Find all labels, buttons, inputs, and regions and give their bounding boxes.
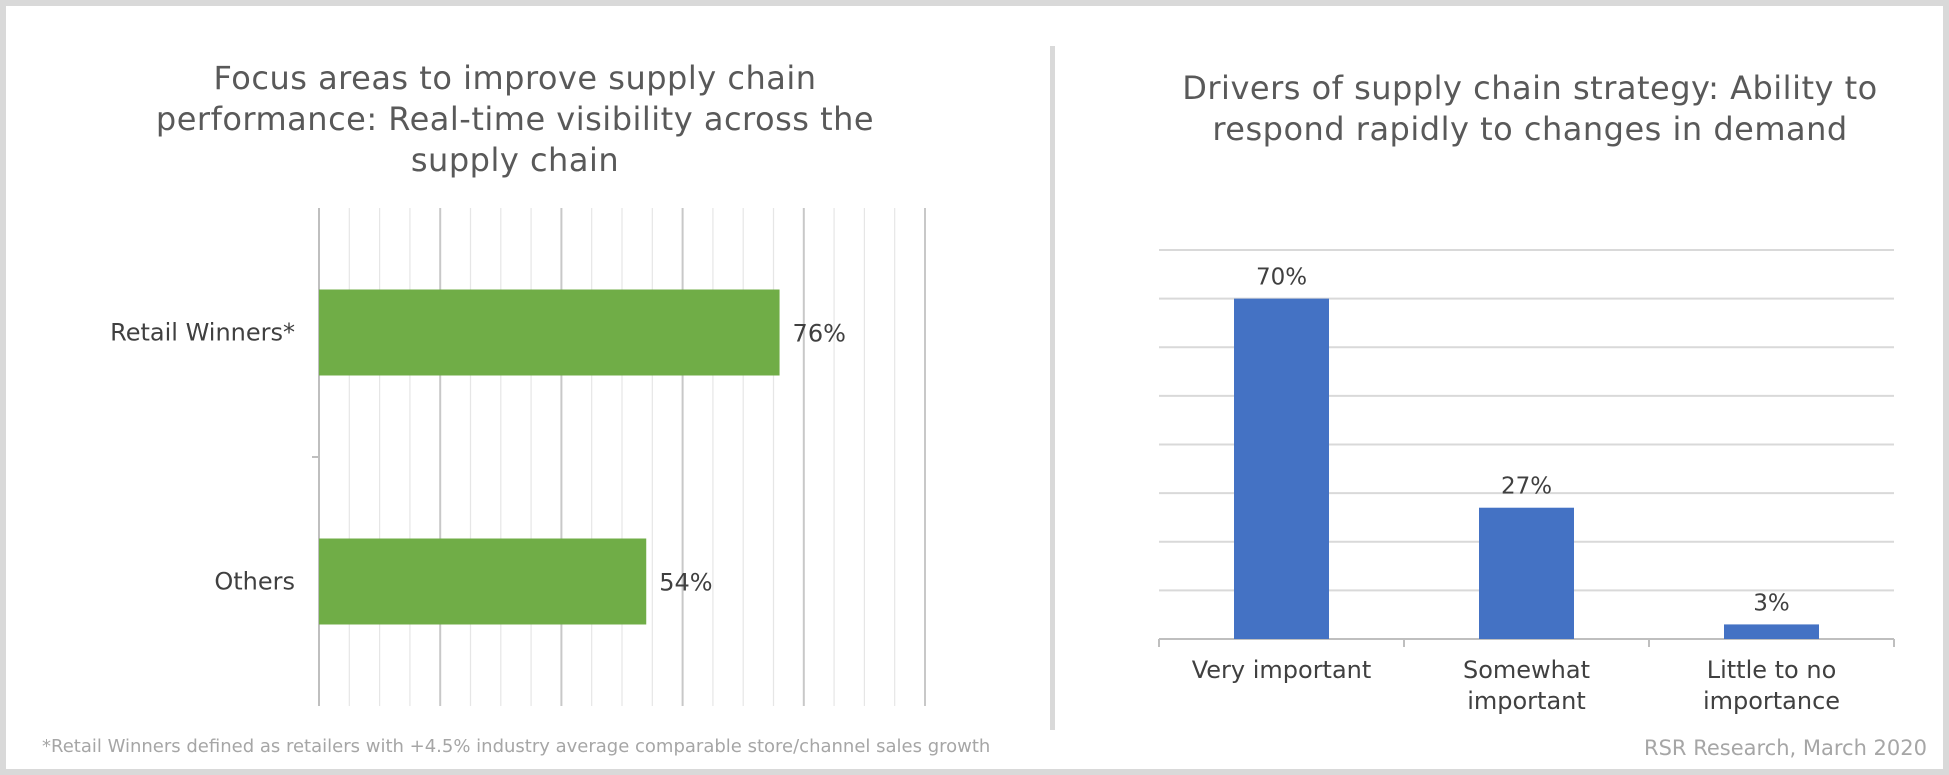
right-value-label: 27% bbox=[1501, 474, 1552, 500]
source-credit: RSR Research, March 2020 bbox=[1644, 736, 1927, 760]
left-value-label: 54% bbox=[659, 569, 712, 597]
right-category-label: Very important bbox=[1192, 656, 1372, 684]
right-category-label: important bbox=[1467, 687, 1586, 715]
right-bar bbox=[1724, 624, 1819, 639]
left-category-label: Others bbox=[214, 568, 295, 596]
left-bar bbox=[319, 539, 646, 625]
right-bar bbox=[1234, 299, 1329, 639]
right-category-label: importance bbox=[1703, 687, 1840, 715]
left-category-label: Retail Winners* bbox=[110, 319, 295, 347]
right-value-label: 3% bbox=[1753, 590, 1790, 616]
right-category-label: Somewhat bbox=[1463, 656, 1590, 684]
right-category-label: Little to no bbox=[1707, 656, 1837, 684]
left-value-label: 76% bbox=[793, 320, 846, 348]
right-bar bbox=[1479, 508, 1574, 639]
footnote: *Retail Winners defined as retailers wit… bbox=[42, 736, 990, 757]
left-bar bbox=[319, 290, 780, 376]
charts-canvas: Retail Winners* 76% Others 54% 70% Very impor… bbox=[0, 0, 1949, 775]
right-value-label: 70% bbox=[1256, 265, 1307, 291]
